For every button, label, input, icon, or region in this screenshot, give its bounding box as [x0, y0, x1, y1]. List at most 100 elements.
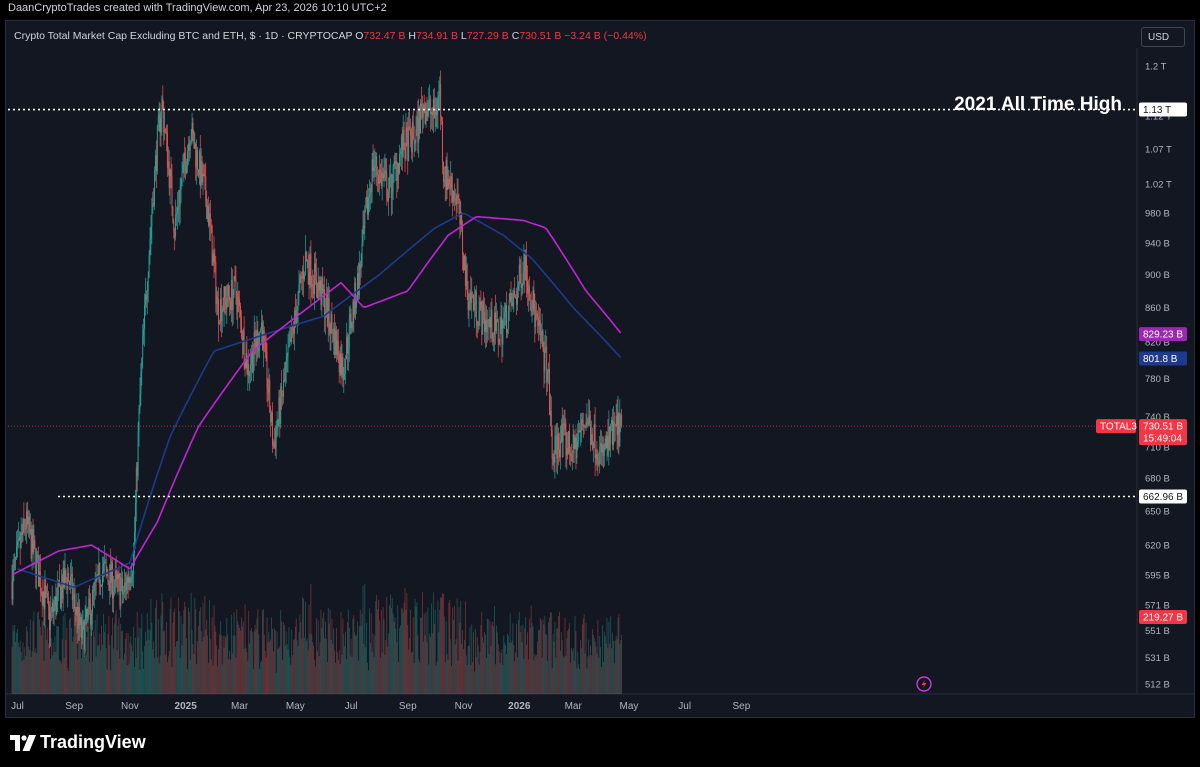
volume-bar: [407, 625, 409, 694]
volume-bar: [453, 605, 455, 694]
candle-body: [309, 253, 311, 285]
flash-icon[interactable]: [916, 676, 932, 692]
candle-body: [571, 452, 573, 462]
volume-bar: [12, 625, 14, 694]
volume-bar: [346, 658, 347, 694]
volume-bar: [309, 633, 311, 694]
volume-bar: [257, 609, 259, 694]
candle-body: [159, 114, 161, 133]
volume-bar: [522, 624, 524, 694]
volume-bar: [199, 607, 201, 694]
volume-bar: [22, 642, 24, 694]
volume-bar: [367, 663, 368, 694]
candle-body: [572, 434, 574, 453]
support-price-tag-bg: [1139, 489, 1187, 504]
volume-bar: [508, 642, 510, 694]
time-axis-label: Jul: [11, 701, 24, 712]
volume-bar: [558, 616, 559, 694]
volume-bar: [462, 630, 464, 694]
volume-bar: [73, 611, 75, 694]
volume-bar: [549, 612, 551, 694]
candle-body: [499, 329, 501, 345]
tradingview-logo[interactable]: TradingView: [10, 732, 146, 753]
volume-bar: [333, 628, 335, 694]
volume-bar: [150, 599, 152, 694]
candle-body: [509, 292, 511, 300]
candle-body: [91, 590, 93, 614]
volume-bar: [210, 659, 212, 694]
candle-body: [101, 585, 103, 587]
volume-bar: [520, 626, 522, 694]
candle-body: [458, 198, 460, 201]
volume-bar: [421, 591, 423, 694]
candle-body: [179, 188, 181, 207]
volume-bar: [593, 638, 595, 694]
volume-bar: [475, 656, 477, 694]
candle-body: [468, 301, 470, 311]
volume-bar: [24, 647, 26, 694]
volume-bar: [36, 653, 38, 694]
candle-body: [74, 593, 76, 609]
candle-body: [105, 562, 107, 569]
volume-bar: [569, 623, 570, 694]
candle-body: [471, 295, 473, 303]
candle-body: [372, 159, 374, 172]
candle-body: [512, 294, 514, 306]
tradingview-logo-icon: [10, 734, 36, 751]
candle-body: [19, 536, 21, 548]
volume-bar: [583, 614, 585, 694]
volume-bar: [130, 636, 132, 694]
volume-bar: [494, 605, 495, 694]
candle-body: [261, 322, 262, 330]
candle-body: [255, 341, 257, 349]
candle-body: [88, 598, 90, 610]
candle-body: [154, 170, 156, 206]
volume-bar: [470, 665, 472, 694]
price-tick-label: 1.2 T: [1145, 61, 1167, 72]
volume-bar: [125, 632, 127, 694]
candle-body: [79, 607, 81, 626]
candle-body: [118, 574, 120, 577]
candle-body: [493, 335, 495, 342]
candle-body: [156, 126, 158, 172]
price-chart[interactable]: 1.2 T 1.12 T 1.07 T 1.02 T 980 B 940 B 900 B 86…: [0, 0, 1200, 718]
candle-body: [514, 290, 516, 296]
candle-body: [220, 298, 222, 322]
volume-bar: [49, 609, 50, 694]
volume-bar: [33, 611, 35, 694]
price-tick-label: 980 B: [1145, 208, 1170, 219]
volume-bar: [211, 616, 213, 694]
candle-body: [502, 325, 504, 345]
candle-body: [550, 410, 552, 431]
volume-bar: [471, 624, 473, 694]
candle-body: [366, 196, 368, 209]
volume-bar: [287, 649, 289, 694]
candle-body: [194, 143, 196, 149]
candle-body: [573, 434, 575, 449]
volume-bar: [528, 618, 530, 694]
candle-body: [283, 379, 284, 397]
volume-bar: [461, 643, 463, 694]
candle-body: [65, 570, 67, 579]
candle-body: [57, 587, 59, 596]
candle-body: [485, 319, 486, 332]
volume-bar: [308, 604, 310, 694]
volume-bar: [530, 605, 532, 694]
volume-bar: [514, 661, 516, 694]
volume-bar: [134, 637, 136, 694]
candle-body: [453, 191, 455, 200]
candle-body: [517, 285, 519, 290]
volume-bar: [243, 648, 245, 694]
candle-body: [191, 122, 193, 142]
candle-body: [251, 350, 253, 373]
price-tick-label: 571 B: [1145, 600, 1170, 611]
currency-button[interactable]: USD: [1141, 27, 1185, 47]
candle-body: [568, 430, 570, 454]
volume-bar: [485, 657, 487, 694]
volume-bar: [389, 605, 390, 694]
candle-body: [175, 215, 177, 238]
volume-bar: [469, 627, 471, 694]
candle-body: [144, 294, 146, 306]
volume-bar: [420, 617, 421, 694]
candle-body: [337, 340, 339, 362]
